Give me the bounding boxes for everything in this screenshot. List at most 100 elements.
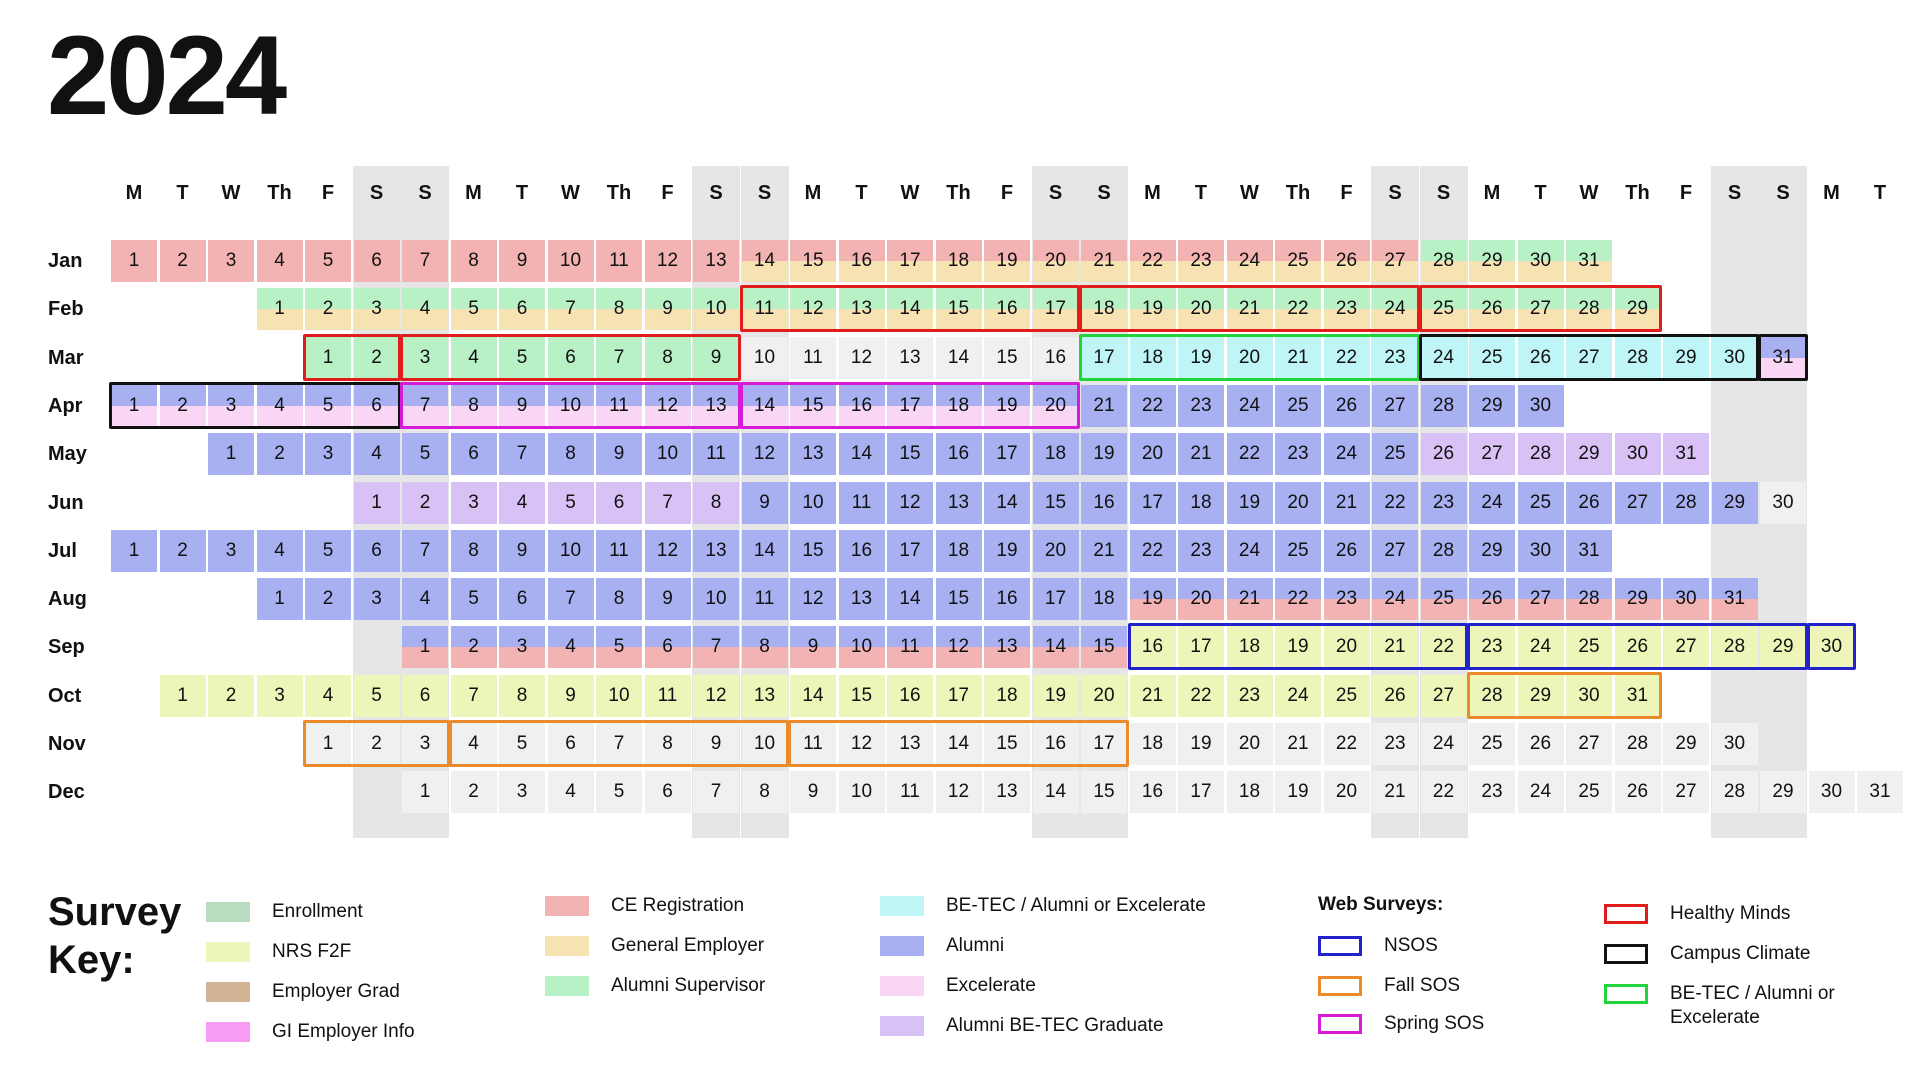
day-number: 19 bbox=[1044, 684, 1067, 706]
day-cell-fill-bottom bbox=[1226, 695, 1273, 717]
day-cell-fill-top bbox=[693, 336, 739, 358]
day-cell: 25 bbox=[1566, 626, 1612, 669]
day-number: 21 bbox=[1190, 443, 1212, 465]
day-cell-fill-top bbox=[596, 384, 642, 406]
day-cell: 5 bbox=[402, 433, 448, 476]
day-cell: 29 bbox=[1760, 626, 1806, 669]
day-cell-fill-bottom bbox=[547, 647, 594, 669]
day-cell-fill-top bbox=[1081, 723, 1127, 744]
day-number: 11 bbox=[657, 684, 678, 706]
day-cell-fill-bottom bbox=[1614, 695, 1661, 717]
day-number: 9 bbox=[662, 588, 673, 610]
day-cell: 14 bbox=[741, 240, 788, 282]
day-cell: 3 bbox=[402, 336, 448, 379]
day-number: 13 bbox=[705, 394, 727, 416]
day-cell-fill-top bbox=[693, 674, 739, 696]
day-cell-fill-top bbox=[1275, 433, 1321, 455]
day-cell-fill-top bbox=[644, 529, 691, 551]
day-cell: 24 bbox=[1517, 771, 1564, 814]
day-number: 5 bbox=[468, 588, 479, 610]
day-of-week-header: T bbox=[515, 182, 529, 204]
day-number: 18 bbox=[947, 539, 970, 561]
day-cell-fill-bottom bbox=[984, 647, 1030, 669]
day-cell: 5 bbox=[353, 674, 400, 717]
day-cell-fill-top bbox=[1614, 336, 1661, 358]
day-cell: 20 bbox=[1275, 481, 1321, 524]
legend-swatch bbox=[545, 936, 589, 956]
day-cell: 23 bbox=[1178, 240, 1224, 282]
day-of-week-header: S bbox=[1727, 182, 1742, 204]
day-cell-fill-top bbox=[1614, 288, 1661, 310]
day-cell-fill-top bbox=[402, 481, 448, 503]
day-cell: 7 bbox=[402, 529, 448, 572]
day-cell-fill-top bbox=[1323, 384, 1370, 406]
day-cell-fill-top bbox=[1663, 433, 1709, 455]
day-cell-fill-top bbox=[1517, 433, 1564, 455]
day-cell-fill-top bbox=[596, 240, 642, 261]
day-number: 26 bbox=[1529, 346, 1552, 368]
day-cell-fill-top bbox=[1226, 481, 1273, 503]
day-cell-fill-top bbox=[887, 529, 933, 551]
day-cell: 10 bbox=[547, 384, 594, 427]
day-cell-fill-bottom bbox=[450, 599, 497, 621]
day-cell-fill-bottom bbox=[1469, 454, 1515, 476]
day-cell-fill-bottom bbox=[1032, 261, 1079, 282]
day-number: 21 bbox=[1384, 636, 1406, 658]
day-cell-fill-bottom bbox=[693, 454, 739, 476]
month-label: Nov bbox=[48, 733, 86, 755]
day-cell-fill-bottom bbox=[741, 454, 788, 476]
day-cell: 7 bbox=[499, 433, 545, 476]
day-number: 21 bbox=[1093, 394, 1115, 416]
day-cell-fill-bottom bbox=[693, 309, 739, 331]
day-cell-fill-top bbox=[1032, 481, 1079, 503]
day-cell: 5 bbox=[499, 336, 545, 379]
day-number: 15 bbox=[899, 443, 921, 465]
day-cell-fill-bottom bbox=[1081, 357, 1127, 379]
day-cell: 13 bbox=[887, 723, 933, 765]
day-cell-fill-top bbox=[887, 626, 933, 648]
day-cell: 5 bbox=[450, 288, 497, 331]
day-cell-fill-bottom bbox=[1032, 357, 1079, 379]
day-cell: 31 bbox=[1857, 771, 1903, 814]
day-of-week-header: W bbox=[1579, 182, 1599, 204]
day-cell-fill-top bbox=[1081, 433, 1127, 455]
day-cell: 19 bbox=[1129, 578, 1176, 621]
day-cell-fill-top bbox=[1372, 529, 1418, 551]
day-cell-fill-bottom bbox=[1663, 599, 1709, 621]
day-number: 24 bbox=[1384, 298, 1406, 320]
day-cell: 27 bbox=[1614, 481, 1661, 524]
day-cell-fill-bottom bbox=[1226, 647, 1273, 669]
day-cell-fill-top bbox=[935, 578, 982, 600]
day-number: 27 bbox=[1529, 298, 1552, 320]
day-cell-fill-bottom bbox=[1081, 309, 1127, 331]
day-cell-fill-bottom bbox=[596, 502, 642, 524]
day-cell-fill-top bbox=[1178, 433, 1224, 455]
day-cell-fill-top bbox=[1469, 288, 1515, 310]
day-cell-fill-bottom bbox=[1081, 550, 1127, 572]
day-of-week-header: T bbox=[1194, 182, 1208, 204]
day-cell-fill-top bbox=[1420, 433, 1467, 455]
day-number: 12 bbox=[899, 491, 921, 513]
day-number: 10 bbox=[559, 394, 582, 416]
day-cell-fill-top bbox=[159, 674, 206, 696]
day-number: 17 bbox=[1141, 491, 1164, 513]
day-cell: 24 bbox=[1420, 723, 1467, 765]
legend-label: Healthy Minds bbox=[1670, 903, 1791, 924]
day-number: 3 bbox=[419, 733, 431, 754]
day-cell-fill-top bbox=[1323, 481, 1370, 503]
day-number: 14 bbox=[850, 443, 873, 465]
day-number: 12 bbox=[656, 250, 679, 271]
day-number: 2 bbox=[177, 250, 188, 271]
day-cell-fill-top bbox=[1711, 578, 1758, 600]
day-number: 7 bbox=[613, 733, 625, 754]
day-number: 14 bbox=[753, 394, 776, 416]
day-cell-fill-bottom bbox=[935, 261, 982, 282]
day-cell: 15 bbox=[790, 240, 836, 282]
day-cell: 22 bbox=[1372, 481, 1418, 524]
day-number: 24 bbox=[1238, 539, 1261, 561]
day-number: 18 bbox=[996, 684, 1018, 706]
day-cell-fill-bottom bbox=[305, 357, 351, 379]
day-cell-fill-bottom bbox=[644, 454, 691, 476]
day-number: 31 bbox=[1723, 588, 1746, 610]
day-number: 8 bbox=[662, 733, 673, 754]
